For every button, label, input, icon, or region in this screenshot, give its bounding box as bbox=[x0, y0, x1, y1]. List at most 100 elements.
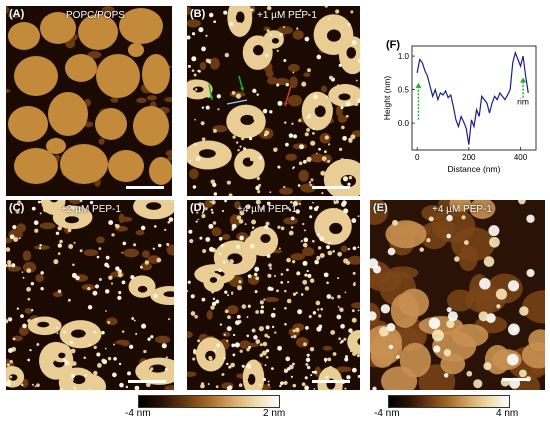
peptide-particle bbox=[330, 330, 336, 335]
peptide-particle bbox=[247, 304, 251, 308]
scale-bar-b bbox=[312, 186, 350, 189]
peptide-particle bbox=[206, 92, 212, 98]
lipid-domain bbox=[65, 54, 97, 82]
peptide-particle bbox=[351, 317, 357, 323]
peptide-particle bbox=[262, 377, 266, 382]
peptide-particle bbox=[261, 206, 265, 211]
peptide-particle bbox=[338, 147, 343, 151]
x-tick-label: 0 bbox=[415, 153, 420, 162]
afm-texture bbox=[266, 76, 278, 85]
peptide-particle bbox=[285, 82, 290, 87]
peptide-particle bbox=[243, 147, 247, 151]
lipid-domain bbox=[78, 14, 118, 50]
peptide-particle bbox=[211, 290, 215, 294]
peptide-particle bbox=[279, 384, 282, 388]
peptide-particle bbox=[168, 217, 174, 222]
peptide-particle bbox=[220, 263, 223, 266]
peptide-particle bbox=[330, 107, 334, 111]
peptide-particle bbox=[350, 10, 354, 14]
peptide-particle bbox=[347, 247, 351, 251]
lipid-domain bbox=[528, 329, 545, 352]
peptide-particle bbox=[496, 304, 501, 309]
peptide-particle bbox=[198, 27, 204, 33]
peptide-particle bbox=[145, 382, 151, 388]
peptide-particle bbox=[101, 382, 104, 385]
peptide-particle bbox=[488, 225, 500, 237]
peptide-particle bbox=[355, 79, 358, 82]
peptide-particle bbox=[466, 370, 473, 377]
peptide-particle bbox=[208, 356, 213, 361]
peptide-particle bbox=[89, 200, 94, 205]
peptide-particle bbox=[193, 350, 196, 353]
peptide-particle bbox=[57, 243, 62, 248]
afm-texture bbox=[24, 308, 33, 314]
lipid-domain bbox=[48, 92, 88, 136]
peptide-particle bbox=[85, 323, 89, 327]
peptide-particle bbox=[141, 323, 147, 329]
peptide-particle bbox=[67, 228, 72, 233]
peptide-particle bbox=[34, 385, 37, 388]
peptide-particle bbox=[295, 209, 300, 214]
peptide-particle bbox=[170, 200, 173, 203]
peptide-particle bbox=[165, 356, 168, 359]
peptide-particle bbox=[187, 290, 189, 292]
peptide-particle bbox=[210, 208, 214, 212]
peptide-particle bbox=[198, 202, 203, 207]
domain-pore bbox=[235, 11, 245, 24]
peptide-particle bbox=[211, 271, 215, 275]
peptide-particle bbox=[164, 228, 167, 231]
peptide-particle bbox=[264, 333, 268, 338]
afm-image-a bbox=[6, 6, 172, 196]
peptide-particle bbox=[229, 259, 234, 264]
peptide-particle bbox=[112, 372, 117, 378]
peptide-particle bbox=[239, 235, 244, 241]
peptide-particle bbox=[192, 185, 197, 189]
peptide-particle bbox=[263, 44, 267, 48]
peptide-particle bbox=[240, 166, 243, 169]
peptide-particle bbox=[348, 175, 353, 180]
afm-texture bbox=[154, 335, 171, 344]
domain-pore bbox=[357, 338, 360, 345]
peptide-particle bbox=[166, 243, 170, 247]
peptide-particle bbox=[260, 305, 265, 309]
peptide-particle bbox=[302, 242, 308, 248]
peptide-particle bbox=[347, 182, 351, 186]
domain-pore bbox=[137, 285, 148, 293]
afm-texture bbox=[7, 265, 22, 272]
peptide-particle bbox=[356, 353, 360, 358]
panel-label-b: (B) bbox=[190, 8, 206, 20]
peptide-particle bbox=[265, 221, 270, 226]
red-arrow bbox=[284, 85, 292, 107]
peptide-particle bbox=[293, 134, 298, 139]
afm-texture bbox=[6, 88, 11, 94]
peptide-particle bbox=[34, 228, 39, 233]
peptide-particle bbox=[332, 352, 337, 356]
peptide-particle bbox=[113, 343, 116, 346]
peptide-particle bbox=[443, 348, 452, 357]
afm-texture bbox=[239, 340, 251, 349]
afm-texture bbox=[221, 233, 231, 240]
afm-texture bbox=[68, 200, 82, 205]
peptide-particle bbox=[58, 321, 61, 324]
peptide-particle bbox=[168, 318, 171, 321]
peptide-particle bbox=[266, 243, 270, 246]
peptide-particle bbox=[39, 212, 42, 215]
afm-texture bbox=[146, 95, 157, 101]
peptide-particle bbox=[287, 367, 291, 371]
afm-image-d bbox=[187, 200, 360, 390]
peptide-particle bbox=[331, 296, 334, 300]
peptide-particle bbox=[255, 310, 260, 314]
peptide-particle bbox=[205, 34, 208, 37]
height-profile-chart: (F) 0 200 400 0.0 0.5 1.0 Distance (nm) Height (… bbox=[382, 39, 537, 174]
peptide-particle bbox=[255, 243, 260, 248]
peptide-particle bbox=[63, 330, 66, 334]
peptide-particle bbox=[42, 207, 49, 213]
peptide-particle bbox=[302, 222, 305, 226]
peptide-particle bbox=[258, 326, 264, 332]
peptide-particle bbox=[113, 357, 117, 361]
peptide-particle bbox=[218, 268, 222, 273]
peptide-particle bbox=[253, 335, 258, 340]
peptide-particle bbox=[247, 237, 250, 240]
afm-texture bbox=[300, 183, 316, 193]
peptide-particle bbox=[264, 364, 267, 367]
